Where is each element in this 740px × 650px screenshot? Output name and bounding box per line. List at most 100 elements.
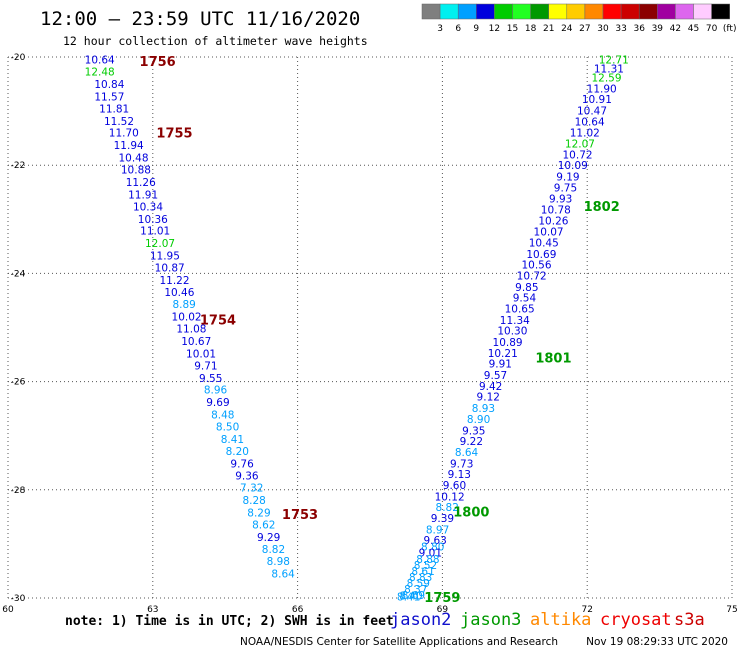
data-point-label: 10.72	[563, 149, 593, 161]
data-point-label: 9.01	[419, 548, 442, 560]
data-point-label: 10.89	[493, 337, 523, 349]
data-point-label: 9.85	[515, 282, 538, 294]
data-point-label: 10.87	[155, 262, 185, 274]
chart-grid	[7, 56, 733, 599]
data-point-label: 10.64	[575, 116, 605, 128]
data-point-label: 10.56	[521, 260, 551, 272]
color-scale-label: 30	[597, 24, 609, 34]
data-point-label: 9.42	[479, 381, 502, 393]
data-point-label: 8.50	[216, 422, 239, 434]
time-annotation: 1755	[156, 127, 192, 142]
legend-jason2: jason2	[390, 610, 451, 630]
data-point-label: 9.55	[199, 373, 222, 385]
data-point-label: 10.09	[558, 160, 588, 172]
data-point-label: 11.01	[140, 226, 170, 238]
data-point-label: 8.64	[271, 569, 295, 581]
data-point-label: 8.41	[221, 434, 244, 446]
data-point-label: 10.12	[435, 491, 465, 503]
color-scale-swatch	[457, 3, 477, 20]
y-tick-label: -24	[11, 269, 26, 279]
data-point-label: 9.13	[448, 469, 471, 481]
data-point-label: 10.78	[541, 205, 571, 217]
axis-ticks: 60 63 66 69 72 75 -20 -22 -24 -26 -28 -30	[2, 53, 737, 615]
x-tick-label: 63	[147, 605, 158, 615]
data-point-label: 8.80	[421, 542, 444, 554]
y-tick-label: -20	[11, 53, 26, 63]
time-annotation: 1801	[535, 351, 571, 366]
y-tick-label: -30	[11, 594, 26, 604]
data-point-label: 7.32	[240, 483, 263, 495]
x-tick-label: 60	[2, 605, 14, 615]
data-point-label: 9.91	[489, 359, 512, 371]
data-point-label: 8.59	[407, 578, 430, 590]
data-point-label: 11.91	[128, 189, 158, 201]
data-point-label: 9.22	[460, 436, 483, 448]
data-point-label: 11.52	[104, 116, 134, 128]
data-point-label: 11.57	[94, 91, 124, 103]
color-scale-label: 70	[706, 24, 718, 34]
data-point-label: 11.90	[587, 83, 617, 95]
color-scale-swatch	[494, 3, 513, 20]
color-scale-swatch	[548, 3, 568, 20]
data-point-label: 8.69	[402, 590, 425, 602]
data-point-label: 11.70	[109, 128, 139, 140]
time-annotation: 1753	[282, 508, 318, 523]
data-point-label: 8.93	[472, 403, 495, 415]
data-point-label: 9.57	[484, 370, 507, 382]
footer-timestamp: Nov 19 08:29:33 UTC 2020	[586, 636, 728, 648]
data-point-label: 8.96	[204, 385, 228, 397]
data-point-label: 10.65	[505, 304, 535, 316]
data-point-label: 9.60	[443, 480, 466, 492]
color-scale-swatch	[711, 3, 730, 20]
data-point-label: 9.19	[556, 172, 579, 184]
data-point-label: 9.36	[235, 471, 259, 483]
data-point-label: 9.63	[423, 535, 446, 547]
y-tick-label: -22	[11, 161, 26, 171]
data-point-label: 8.98	[267, 556, 290, 568]
data-point-label: 12.48	[85, 67, 115, 79]
data-point-label: 10.91	[582, 94, 612, 106]
data-point-label: 10.36	[138, 214, 168, 226]
data-point-label: 8.40	[399, 590, 422, 602]
data-point-label: 11.26	[126, 177, 156, 189]
color-scale-swatch	[584, 3, 604, 20]
data-point-label: 11.02	[570, 128, 600, 140]
data-point-label: 10.01	[186, 348, 216, 360]
color-scale-label: 36	[633, 24, 645, 34]
color-scale-swatch	[512, 3, 531, 20]
data-point-label: 8.29	[247, 508, 270, 520]
data-point-label: 10.26	[538, 215, 568, 227]
x-tick-label: 69	[437, 605, 449, 615]
data-point-label: 11.81	[99, 103, 129, 115]
color-scale-swatch	[566, 3, 586, 20]
x-tick-label: 72	[581, 605, 592, 615]
data-point-label: 11.94	[114, 140, 144, 152]
color-scale-label: (ft)	[723, 24, 737, 34]
data-point-label: 9.39	[431, 513, 454, 525]
color-scale-swatch	[602, 3, 622, 20]
time-annotation: 1756	[140, 55, 176, 70]
data-point-label: 10.84	[94, 79, 124, 91]
data-point-label: 8.41	[397, 591, 420, 603]
data-point-label: 12.59	[591, 73, 621, 85]
data-point-label: 8.83	[409, 572, 432, 584]
color-scale-label: 3	[437, 24, 443, 34]
color-scale-swatch	[657, 3, 676, 20]
color-scale-swatch	[439, 3, 459, 20]
data-point-label: 10.48	[118, 153, 148, 165]
data-point-label: 9.12	[477, 392, 500, 404]
color-scale-label: 42	[670, 24, 681, 34]
color-scale-swatch	[675, 3, 694, 20]
data-point-label: 9.93	[549, 194, 572, 206]
data-point-label: 10.67	[181, 336, 211, 348]
data-point-label: 12.07	[565, 139, 595, 151]
data-point-label: 11.95	[150, 251, 180, 263]
color-scale-label: 45	[688, 24, 699, 34]
data-point-label: 10.47	[577, 106, 607, 118]
footer-note: note: 1) Time is in UTC; 2) SWH is in fe…	[65, 614, 394, 629]
data-point-label: 8.20	[226, 446, 249, 458]
data-point-label: 9.35	[462, 425, 485, 437]
x-tick-label: 75	[726, 605, 737, 615]
data-point-label: 8.89	[172, 299, 195, 311]
data-point-label: 9.73	[450, 458, 473, 470]
